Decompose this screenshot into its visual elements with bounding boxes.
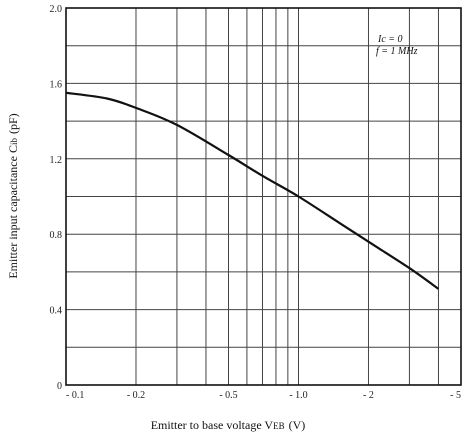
x-axis-label-subscript: EB bbox=[273, 421, 285, 431]
y-tick-label: 2.0 bbox=[50, 4, 63, 15]
x-axis-label-text: Emitter to base voltage V bbox=[151, 418, 274, 432]
tick-labels: 0 0.4 0.8 1.2 1.6 2.0 - 0.1 - 0.2 - 0.5 - 1.0 - 2 -… bbox=[50, 4, 462, 401]
x-axis-label: Emitter to base voltage VEB (V) bbox=[151, 418, 306, 432]
x-tick-label: - 0.5 bbox=[219, 390, 237, 401]
y-tick-label: 0.8 bbox=[50, 230, 63, 241]
y-tick-label: 1.6 bbox=[50, 79, 63, 90]
series-layer bbox=[65, 91, 440, 290]
x-axis-label-unit: (V) bbox=[289, 418, 306, 432]
y-tick-label: 0.4 bbox=[50, 306, 63, 317]
x-tick-label: - 2 bbox=[363, 390, 374, 401]
y-axis-label-unit: (pF) bbox=[6, 113, 20, 134]
plot-frame bbox=[65, 7, 462, 386]
y-tick-label: 0 bbox=[57, 381, 62, 392]
x-tick-label: - 0.1 bbox=[66, 390, 84, 401]
x-tick-label: - 1.0 bbox=[289, 390, 307, 401]
y-axis-label: Emitter input capacitance Cib (pF) bbox=[6, 113, 20, 278]
y-axis-label-subscript: ib bbox=[9, 138, 19, 146]
grid-layer bbox=[65, 7, 462, 386]
x-tick-label: - 0.2 bbox=[127, 390, 145, 401]
annotation-box: Ic = 0 f = 1 MHz bbox=[376, 34, 418, 57]
annotation-freq: f = 1 MHz bbox=[376, 46, 418, 57]
y-axis-label-text: Emitter input capacitance C bbox=[6, 145, 20, 279]
annotation-ic: Ic = 0 bbox=[377, 34, 403, 45]
y-tick-label: 1.2 bbox=[50, 155, 63, 166]
x-tick-label: - 5 bbox=[450, 390, 461, 401]
capacitance-curve bbox=[65, 91, 440, 290]
